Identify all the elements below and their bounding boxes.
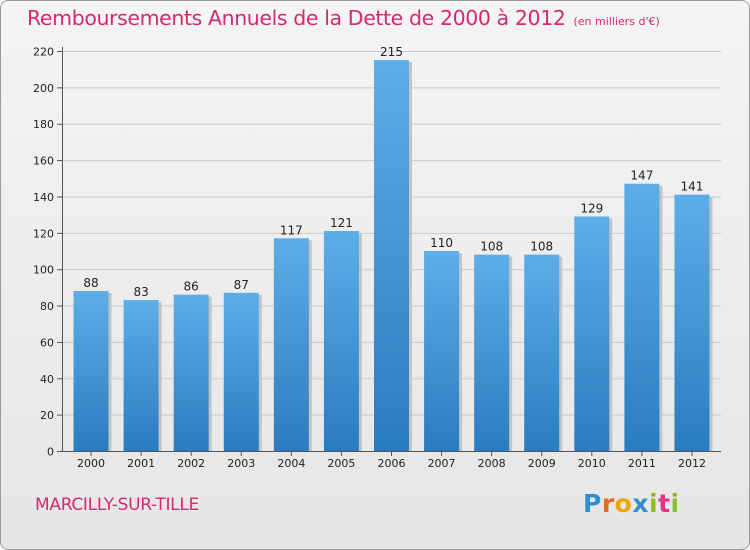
- bar-2000: [73, 291, 109, 451]
- proxiti-logo[interactable]: Proxiti: [583, 489, 680, 518]
- x-tick-label-2005: 2005: [327, 457, 355, 470]
- data-label-2005: 121: [330, 216, 353, 230]
- x-tick-label-2003: 2003: [227, 457, 255, 470]
- y-tick-label: 40: [40, 373, 54, 386]
- y-tick-label: 0: [47, 446, 54, 459]
- x-tick-label-2001: 2001: [127, 457, 155, 470]
- bar-2007: [424, 251, 460, 451]
- data-label-2008: 108: [480, 240, 503, 254]
- bar-2006: [374, 60, 409, 451]
- data-label-2009: 108: [530, 240, 553, 254]
- bar-2004: [273, 238, 309, 451]
- x-tick-label-2007: 2007: [428, 457, 456, 470]
- y-tick-label: 20: [40, 409, 54, 422]
- bar-2003: [223, 292, 259, 451]
- y-tick-label: 140: [33, 191, 54, 204]
- x-tick-label-2009: 2009: [528, 457, 556, 470]
- y-tick-label: 120: [33, 227, 54, 240]
- y-tick-label: 200: [33, 82, 54, 95]
- data-label-2000: 88: [83, 276, 98, 290]
- x-tick-label-2000: 2000: [77, 457, 105, 470]
- city-name: MARCILLY-SUR-TILLE: [35, 495, 199, 515]
- data-label-2010: 129: [580, 201, 603, 215]
- data-label-2002: 86: [184, 280, 199, 294]
- bar-2009: [524, 254, 560, 451]
- data-label-2012: 141: [681, 180, 704, 194]
- data-label-2003: 87: [234, 278, 249, 292]
- x-tick-label-2002: 2002: [177, 457, 205, 470]
- data-label-2004: 117: [280, 223, 303, 237]
- data-label-2007: 110: [430, 236, 453, 250]
- bar-2010: [574, 216, 610, 451]
- bar-2001: [123, 300, 159, 451]
- y-tick-label: 60: [40, 336, 54, 349]
- y-tick-label: 80: [40, 300, 54, 313]
- x-tick-label-2008: 2008: [478, 457, 506, 470]
- x-tick-label-2012: 2012: [678, 457, 706, 470]
- bar-2012: [674, 194, 710, 452]
- data-label-2001: 83: [133, 285, 148, 299]
- bar-2005: [323, 231, 359, 451]
- x-tick-label-2006: 2006: [378, 457, 406, 470]
- x-tick-label-2010: 2010: [578, 457, 606, 470]
- x-tick-label-2011: 2011: [628, 457, 656, 470]
- y-tick-label: 180: [33, 118, 54, 131]
- data-label-2006: 215: [380, 45, 403, 59]
- data-label-2011: 147: [630, 169, 653, 183]
- bar-2011: [624, 183, 660, 451]
- chart-title: Remboursements Annuels de la Dette de 20…: [27, 6, 660, 30]
- y-tick-label: 100: [33, 264, 54, 277]
- bar-2002: [173, 294, 209, 451]
- chart-title-text: Remboursements Annuels de la Dette de 20…: [27, 6, 566, 30]
- bars: 88 83 86 87 117 121 215 110 108 108 129 147 141: [73, 45, 713, 452]
- chart-unit-text: (en milliers d'€): [573, 15, 660, 28]
- y-tick-label: 220: [33, 46, 54, 59]
- x-tick-label-2004: 2004: [277, 457, 305, 470]
- y-tick-label: 160: [33, 155, 54, 168]
- axes: 0 20 40 60 80 100 120 140 160 180 200 220 2000 2001 20…: [33, 46, 721, 470]
- bar-2008: [474, 254, 510, 451]
